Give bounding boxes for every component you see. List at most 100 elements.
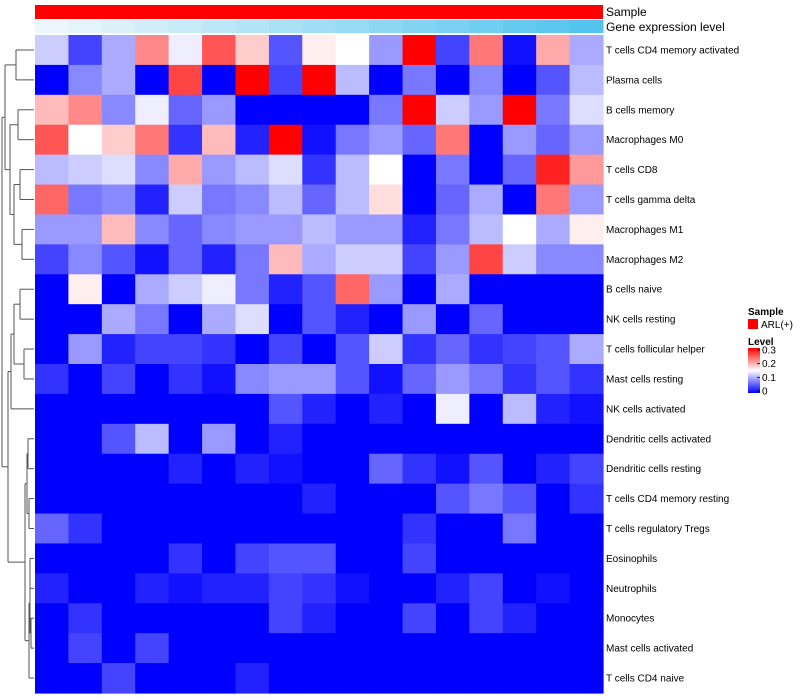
- heatmap-cell: [469, 633, 504, 664]
- heatmap-cell: [402, 124, 437, 156]
- heatmap-cell: [569, 573, 604, 604]
- heatmap-cell: [502, 603, 537, 634]
- heatmap-cell: [536, 274, 571, 305]
- row-label: Dendritic cells activated: [606, 434, 711, 445]
- row-label: Plasma cells: [606, 75, 662, 86]
- heatmap-cell: [435, 94, 470, 126]
- heatmap-cell: [68, 184, 103, 216]
- row-label: T cells CD4 memory activated: [606, 46, 739, 57]
- heatmap-cell: [569, 364, 604, 395]
- heatmap-cell: [235, 244, 270, 275]
- heatmap-cell: [502, 124, 537, 156]
- heatmap-cell: [369, 393, 404, 425]
- heatmap-cell: [202, 423, 237, 455]
- heatmap-cell: [101, 423, 136, 455]
- heatmap-cell: [469, 423, 504, 455]
- heatmap-cell: [335, 453, 370, 485]
- gene-expression-annotation-cell: [268, 20, 303, 33]
- row-label: NK cells activated: [606, 404, 685, 415]
- heatmap-cell: [168, 184, 203, 216]
- heatmap-cell: [402, 214, 437, 245]
- heatmap-cell: [536, 214, 571, 245]
- heatmap-cell: [268, 663, 303, 694]
- heatmap-cell: [101, 304, 136, 335]
- heatmap-cell: [268, 393, 303, 425]
- gene-expression-annotation-cell: [435, 20, 470, 33]
- heatmap-cell: [101, 334, 136, 365]
- sample-annotation-label: Sample: [606, 5, 647, 19]
- heatmap-cell: [369, 214, 404, 245]
- heatmap-cell: [68, 244, 103, 275]
- gene-expression-annotation-cell: [168, 20, 203, 33]
- heatmap-cell: [202, 513, 237, 545]
- heatmap-cell: [302, 214, 337, 245]
- heatmap-cell: [402, 334, 437, 365]
- heatmap-cell: [202, 453, 237, 485]
- legend-sample-title: Sample: [748, 307, 784, 318]
- heatmap-cell: [302, 483, 337, 515]
- heatmap-cell: [569, 214, 604, 245]
- heatmap-cell: [536, 603, 571, 634]
- heatmap-cell: [302, 663, 337, 694]
- heatmap-cell: [536, 184, 571, 216]
- heatmap-cell: [268, 603, 303, 634]
- heatmap-cell: [202, 573, 237, 604]
- heatmap-cell: [502, 214, 537, 245]
- heatmap-cell: [402, 453, 437, 485]
- heatmap-cell: [68, 663, 103, 694]
- heatmap-cell: [335, 393, 370, 425]
- heatmap-cell: [369, 573, 404, 604]
- heatmap-cell: [101, 364, 136, 395]
- heatmap-cell: [35, 543, 70, 574]
- legend-level-colorbar: [748, 348, 760, 393]
- heatmap-cell: [202, 124, 237, 156]
- heatmap-cell: [235, 304, 270, 335]
- row-label: Macrophages M2: [606, 255, 684, 266]
- heatmap-cell: [469, 35, 504, 66]
- heatmap-cell: [402, 423, 437, 455]
- heatmap-cell: [202, 663, 237, 694]
- heatmap-cell: [135, 124, 170, 156]
- heatmap-cell: [35, 453, 70, 485]
- heatmap-cell: [469, 244, 504, 275]
- heatmap-cell: [435, 184, 470, 216]
- heatmap-cell: [435, 423, 470, 455]
- heatmap-cell: [101, 573, 136, 604]
- heatmap-cell: [435, 64, 470, 96]
- heatmap-cell: [135, 244, 170, 275]
- heatmap-cell: [435, 393, 470, 425]
- heatmap-cell: [168, 663, 203, 694]
- heatmap-cell: [536, 483, 571, 515]
- gene-expression-annotation-label: Gene expression level: [606, 20, 725, 34]
- heatmap-cell: [235, 453, 270, 485]
- row-label: Macrophages M1: [606, 225, 684, 236]
- heatmap-cell: [268, 154, 303, 186]
- heatmap-cell: [536, 364, 571, 395]
- heatmap-cell: [569, 154, 604, 186]
- heatmap-cell: [469, 573, 504, 604]
- heatmap-cell: [35, 393, 70, 425]
- heatmap-cell: [335, 184, 370, 216]
- heatmap-cell: [302, 304, 337, 335]
- heatmap-cell: [235, 94, 270, 126]
- row-label: Mast cells resting: [606, 375, 683, 386]
- heatmap-cell: [569, 423, 604, 455]
- heatmap-cell: [101, 663, 136, 694]
- heatmap-cell: [135, 423, 170, 455]
- gene-expression-annotation-cell: [68, 20, 103, 33]
- heatmap-cell: [335, 304, 370, 335]
- heatmap-cell: [302, 393, 337, 425]
- heatmap-cell: [502, 274, 537, 305]
- heatmap-cell: [335, 543, 370, 574]
- gene-expression-annotation-bar: [35, 20, 604, 33]
- heatmap-cell: [35, 334, 70, 365]
- heatmap-cell: [135, 274, 170, 305]
- heatmap-cell: [502, 423, 537, 455]
- heatmap-cell: [335, 124, 370, 156]
- heatmap-cell: [101, 35, 136, 66]
- heatmap-cell: [369, 274, 404, 305]
- heatmap-cell: [68, 304, 103, 335]
- heatmap-cell: [202, 304, 237, 335]
- heatmap-cell: [168, 274, 203, 305]
- heatmap-cell: [569, 244, 604, 275]
